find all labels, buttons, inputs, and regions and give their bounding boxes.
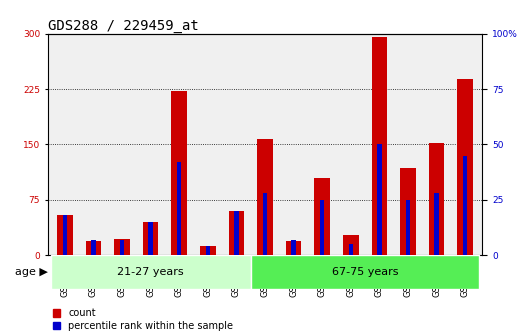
Bar: [63, 215, 67, 255]
Bar: [349, 244, 353, 255]
Bar: [234, 211, 238, 255]
Bar: [429, 143, 445, 255]
Bar: [114, 239, 130, 255]
Bar: [143, 222, 158, 255]
Bar: [85, 241, 101, 255]
Text: 21-27 years: 21-27 years: [117, 267, 184, 277]
Bar: [435, 193, 439, 255]
Bar: [406, 200, 410, 255]
Bar: [206, 247, 210, 255]
Bar: [263, 193, 267, 255]
Bar: [57, 215, 73, 255]
Bar: [286, 241, 302, 255]
Bar: [251, 255, 480, 289]
Bar: [463, 156, 467, 255]
Bar: [257, 138, 273, 255]
Bar: [292, 240, 296, 255]
Bar: [228, 211, 244, 255]
Bar: [314, 178, 330, 255]
Bar: [177, 162, 181, 255]
Bar: [91, 240, 95, 255]
Bar: [372, 37, 387, 255]
Bar: [377, 144, 382, 255]
Bar: [120, 240, 124, 255]
Text: age ▶: age ▶: [15, 267, 48, 277]
Bar: [200, 247, 216, 255]
Bar: [343, 235, 359, 255]
Bar: [400, 168, 416, 255]
Legend: count, percentile rank within the sample: count, percentile rank within the sample: [52, 308, 233, 331]
Text: 67-75 years: 67-75 years: [332, 267, 399, 277]
Bar: [320, 200, 324, 255]
Bar: [50, 255, 251, 289]
Bar: [148, 222, 153, 255]
Text: GDS288 / 229459_at: GDS288 / 229459_at: [48, 18, 198, 33]
Bar: [171, 91, 187, 255]
Bar: [457, 79, 473, 255]
